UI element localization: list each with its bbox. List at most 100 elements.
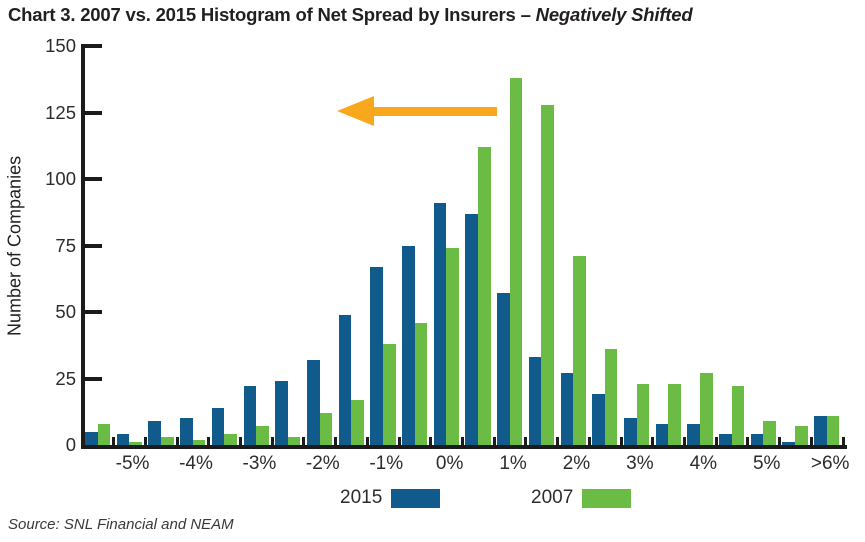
bar-group [655,46,688,445]
x-axis-tick [270,437,274,445]
x-axis-tick [619,437,623,445]
bar-2015 [180,418,193,445]
y-axis-tick [81,177,102,181]
y-axis-tick [81,243,102,248]
bar-2015 [655,423,669,445]
x-axis-tick-label: 5% [752,453,781,474]
bar-group [148,46,180,445]
y-axis-tick [81,110,102,115]
x-axis-tick-label: 1% [499,453,527,474]
bar-2007 [129,442,142,445]
bar-2007 [573,256,586,445]
x-axis-tick-label: >6% [810,453,850,474]
x-axis-tick [461,437,464,445]
x-axis-tick [809,437,813,445]
x-axis-tick [334,437,338,445]
bar-2007 [541,104,555,445]
bar-2015 [687,423,700,445]
bar-2015 [465,213,479,445]
bar-2015 [592,394,605,445]
bar-2007 [604,349,618,445]
x-axis-tick [651,437,655,445]
legend-item-2007: 2007 [531,487,632,509]
bar-2007 [446,248,459,445]
x-axis-tick [682,437,686,445]
x-axis-tick [175,437,179,445]
bar-2015 [497,293,510,445]
bar-2007 [731,386,745,445]
source-text: Source: SNL Financial and NEAM [8,516,234,533]
bar-group [623,46,656,445]
bars-container [85,46,846,445]
bar-2007 [509,77,523,445]
bar-2015 [560,373,574,445]
x-axis-tick-label: -2% [305,453,340,474]
bar-2015 [528,357,542,445]
x-axis-tick-label: 3% [626,453,654,474]
bar-2007 [763,421,776,445]
x-axis-tick [112,437,116,445]
y-axis-title: Number of Companies [4,155,25,336]
bar-2007 [636,383,650,445]
x-axis-tick-label: 2% [562,453,591,474]
x-axis-tick-label: -3% [242,453,277,474]
x-axis-tick [524,437,528,445]
bar-group [433,46,466,445]
legend-label-2007: 2007 [531,487,574,508]
x-axis-tick [429,437,433,445]
bar-group [719,46,751,445]
bar-2007 [256,426,269,445]
y-axis-tick-label: 25 [55,367,76,389]
bar-2007 [699,373,713,445]
chart-title-main: Chart 3. 2007 vs. 2015 Histogram of Net … [8,4,531,25]
legend-label-2015: 2015 [340,487,383,508]
x-axis-tick-label: -5% [115,453,150,474]
y-axis-tick-label: 125 [45,101,76,123]
x-axis-tick [841,437,845,445]
bar-2015 [402,245,415,445]
x-axis-tick-label: -1% [369,453,404,474]
legend-item-2015: 2015 [340,487,441,509]
bar-group [560,46,593,445]
x-axis-tick-label: -4% [179,453,213,474]
bar-2007 [414,322,428,445]
bar-group [116,46,149,445]
chart-title-emphasis: Negatively Shifted [535,4,693,25]
bar-2007 [478,147,491,445]
bar-2015 [719,434,732,445]
bar-2015 [243,386,257,445]
bar-2015 [623,418,637,445]
bar-2015 [433,202,447,445]
x-axis-tick [746,437,750,445]
bar-2007 [795,426,808,445]
bar-2007 [382,343,396,445]
x-axis-tick [778,437,782,445]
y-axis-tick [81,310,102,314]
bar-2015 [211,407,225,445]
y-axis-tick-label: 75 [55,234,76,256]
x-axis-tick [365,437,369,445]
bar-group [370,46,402,445]
legend-swatch-2015 [391,488,441,508]
bar-2007 [224,434,238,445]
y-axis-tick-label: 100 [45,168,76,189]
bar-2015 [275,381,288,445]
x-axis-tick [714,437,718,445]
bar-2007 [319,413,333,445]
bar-2007 [161,437,174,445]
bar-group [814,46,846,445]
bar-2007 [287,437,301,445]
bar-2007 [826,415,840,445]
bar-group [211,46,244,445]
bar-group [275,46,307,445]
bar-group [687,46,719,445]
y-axis-tick-label: 50 [55,301,76,322]
bar-group [465,46,497,445]
y-axis-tick-label: 0 [65,434,76,455]
x-axis-tick [587,437,591,445]
bar-group [306,46,339,445]
x-axis-tick [492,437,496,445]
bar-2007 [351,399,364,445]
bar-group [750,46,783,445]
y-axis-tick [81,376,102,381]
